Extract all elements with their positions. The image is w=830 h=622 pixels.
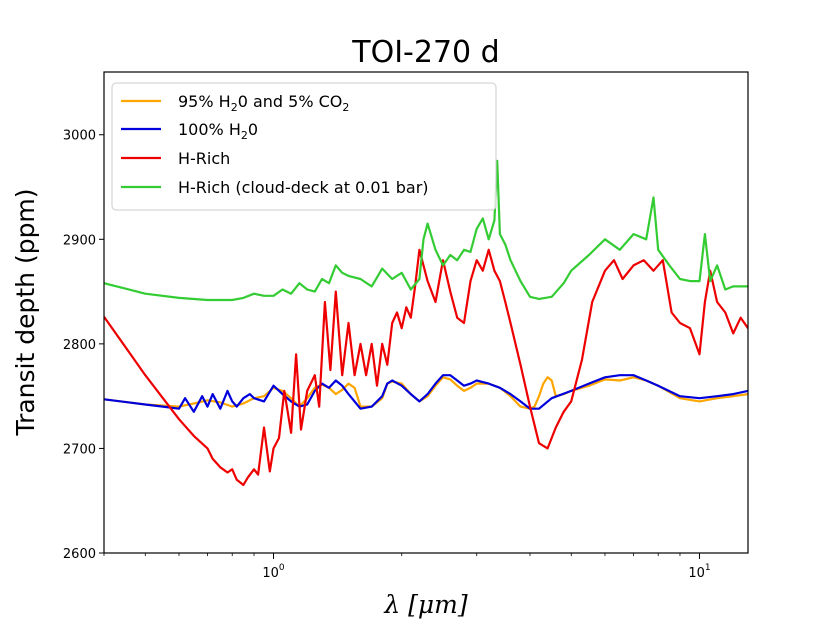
axis-ticks: 2600 2700 2800 2900 3000 100 101 xyxy=(63,129,711,581)
legend: 95% H20 and 5% CO2 100% H20 H-Rich H-Ric… xyxy=(111,82,497,211)
axes-frame xyxy=(103,71,749,554)
plot-lines xyxy=(104,159,748,487)
y-axis-label: Transit depth (ppm) xyxy=(11,188,40,436)
legend-label-hrich: H-Rich xyxy=(178,149,230,168)
y-tick-label-2700: 2700 xyxy=(63,442,96,457)
legend-label-hrich-cloud-a: H-Rich (cloud-deck at 0.01 bar) xyxy=(178,178,429,197)
legend-label-95h2o-sub2: 2 xyxy=(342,101,349,114)
legend-label-100h2o-a: 100% H xyxy=(178,120,241,139)
legend-label-hrich-a: H-Rich xyxy=(178,149,230,168)
legend-label-100h2o: 100% H20 xyxy=(178,120,258,142)
series-line-1 xyxy=(104,374,748,413)
chart-title: TOI-270 d xyxy=(351,35,499,70)
series-line-3 xyxy=(104,159,748,302)
legend-label-hrich-cloud: H-Rich (cloud-deck at 0.01 bar) xyxy=(178,178,429,197)
legend-label-95h2o-b: 0 and 5% CO xyxy=(238,92,343,111)
legend-label-100h2o-b: 0 xyxy=(248,120,258,139)
legend-label-95h2o-sub1: 2 xyxy=(231,101,238,114)
series-line-2 xyxy=(104,248,748,487)
legend-box xyxy=(111,82,497,211)
legend-label-95h2o: 95% H20 and 5% CO2 xyxy=(178,92,349,114)
x-axis-label: λ [μm] xyxy=(383,590,467,619)
x-tick-label-1: 100 xyxy=(262,563,285,581)
x-tick-label-10: 101 xyxy=(688,563,710,581)
y-tick-label-2800: 2800 xyxy=(63,338,96,353)
y-tick-label-2600: 2600 xyxy=(63,547,96,562)
y-tick-label-2900: 2900 xyxy=(63,233,96,248)
legend-label-95h2o-a: 95% H xyxy=(178,92,231,111)
legend-label-100h2o-sub1: 2 xyxy=(241,129,248,142)
y-tick-label-3000: 3000 xyxy=(63,129,96,144)
